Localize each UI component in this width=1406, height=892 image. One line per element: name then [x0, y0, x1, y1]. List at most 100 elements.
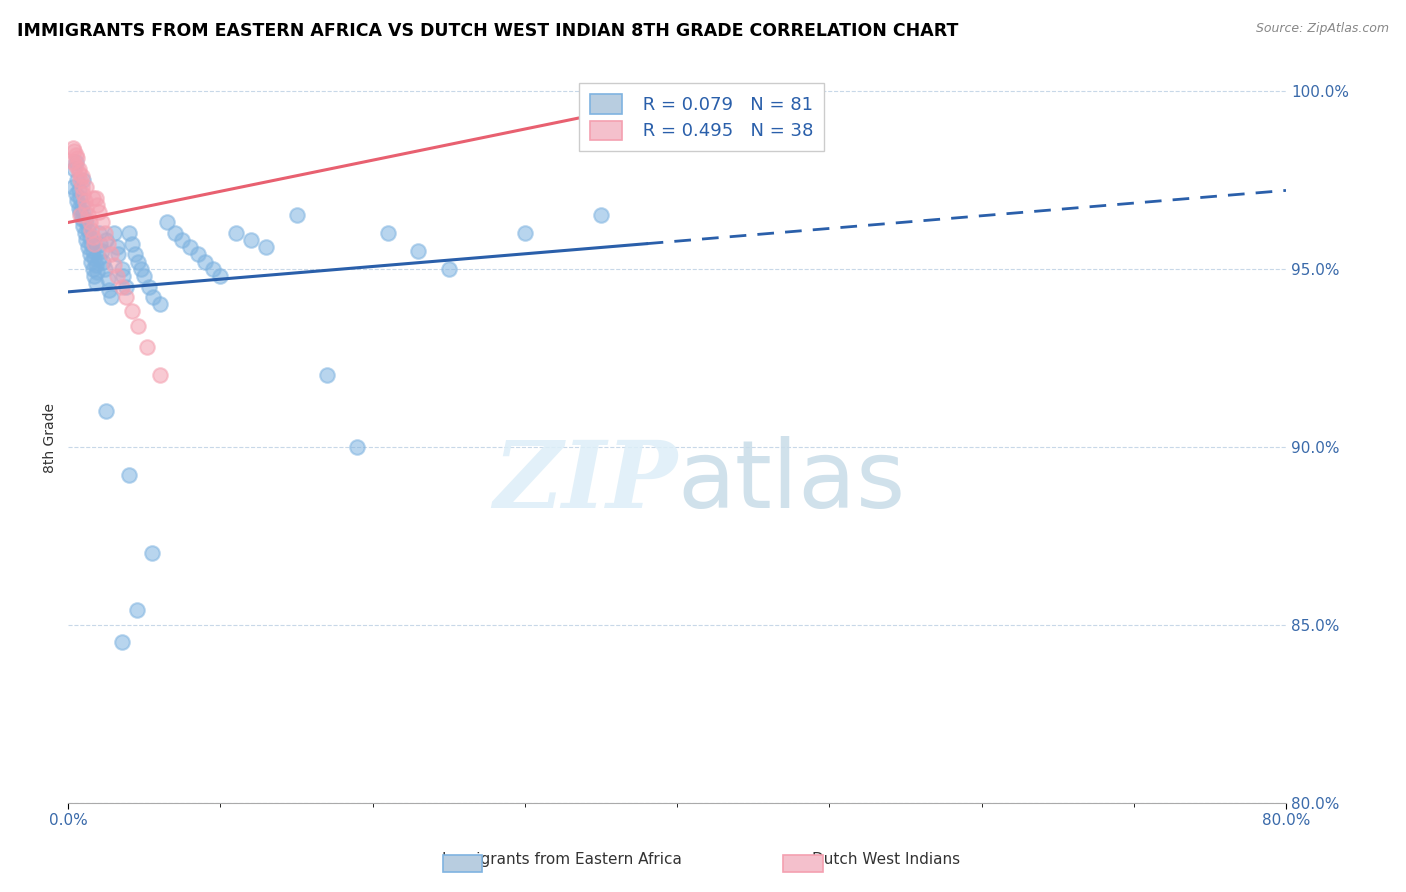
Point — [67, 201, 90, 215]
Point — [70, 197, 93, 211]
Point — [136, 340, 159, 354]
Point — [100, 290, 122, 304]
Point — [209, 268, 232, 283]
Point — [513, 226, 536, 240]
Point — [62, 155, 84, 169]
Point — [91, 254, 114, 268]
Point — [83, 268, 105, 283]
Point — [179, 240, 201, 254]
Point — [80, 236, 103, 251]
Point — [82, 244, 104, 258]
Point — [285, 208, 308, 222]
Point — [134, 268, 156, 283]
Point — [84, 190, 107, 204]
Point — [72, 186, 94, 201]
Point — [148, 297, 170, 311]
Point — [90, 244, 112, 258]
Point — [115, 290, 138, 304]
Point — [96, 233, 118, 247]
Point — [69, 208, 91, 222]
Point — [73, 211, 96, 226]
Point — [87, 251, 110, 265]
Point — [82, 190, 104, 204]
Point — [66, 173, 89, 187]
Y-axis label: 8th Grade: 8th Grade — [44, 403, 58, 473]
Point — [98, 283, 121, 297]
Text: ZIP: ZIP — [494, 436, 678, 526]
Point — [138, 279, 160, 293]
Point — [194, 254, 217, 268]
Point — [148, 368, 170, 383]
Point — [69, 190, 91, 204]
Point — [254, 240, 277, 254]
Point — [97, 272, 120, 286]
Point — [118, 468, 141, 483]
Point — [77, 208, 100, 222]
Point — [65, 159, 87, 173]
Point — [125, 603, 148, 617]
Text: Source: ZipAtlas.com: Source: ZipAtlas.com — [1256, 22, 1389, 36]
Point — [187, 247, 209, 261]
Point — [121, 304, 143, 318]
Point — [94, 226, 117, 240]
Point — [73, 226, 96, 240]
Point — [201, 261, 224, 276]
Point — [73, 194, 96, 208]
Point — [115, 279, 138, 293]
Point — [79, 247, 101, 261]
Point — [589, 91, 612, 105]
Point — [142, 290, 165, 304]
Point — [408, 244, 430, 258]
Point — [66, 152, 89, 166]
Point — [437, 261, 460, 276]
Point — [100, 247, 122, 261]
Point — [127, 318, 149, 333]
Text: IMMIGRANTS FROM EASTERN AFRICA VS DUTCH WEST INDIAN 8TH GRADE CORRELATION CHART: IMMIGRANTS FROM EASTERN AFRICA VS DUTCH … — [17, 22, 959, 40]
Point — [103, 258, 125, 272]
Point — [225, 226, 247, 240]
Point — [72, 173, 94, 187]
Point — [79, 215, 101, 229]
Point — [118, 226, 141, 240]
Point — [156, 215, 179, 229]
Point — [62, 141, 84, 155]
Point — [316, 368, 339, 383]
Point — [105, 240, 128, 254]
Point — [124, 247, 146, 261]
Point — [110, 279, 132, 293]
Point — [94, 261, 117, 276]
Point — [87, 226, 110, 240]
Point — [70, 211, 93, 226]
Point — [77, 222, 100, 236]
Point — [67, 166, 90, 180]
Point — [90, 215, 112, 229]
Point — [69, 173, 91, 187]
Text: Immigrants from Eastern Africa: Immigrants from Eastern Africa — [443, 852, 682, 867]
Point — [86, 197, 108, 211]
Point — [239, 233, 262, 247]
Point — [103, 226, 125, 240]
Point — [67, 183, 90, 197]
Point — [70, 169, 93, 184]
Point — [86, 265, 108, 279]
Point — [87, 204, 110, 219]
Point — [141, 546, 163, 560]
Point — [163, 226, 186, 240]
Point — [89, 236, 111, 251]
Point — [589, 208, 612, 222]
Point — [77, 240, 100, 254]
Point — [65, 148, 87, 162]
Point — [63, 145, 86, 159]
Point — [79, 229, 101, 244]
Point — [105, 268, 128, 283]
Point — [112, 268, 135, 283]
Point — [72, 204, 94, 219]
Point — [107, 247, 129, 261]
Point — [82, 229, 104, 244]
Point — [76, 233, 98, 247]
Point — [377, 226, 399, 240]
Point — [83, 236, 105, 251]
Point — [76, 201, 98, 215]
Point — [62, 179, 84, 194]
Point — [121, 236, 143, 251]
